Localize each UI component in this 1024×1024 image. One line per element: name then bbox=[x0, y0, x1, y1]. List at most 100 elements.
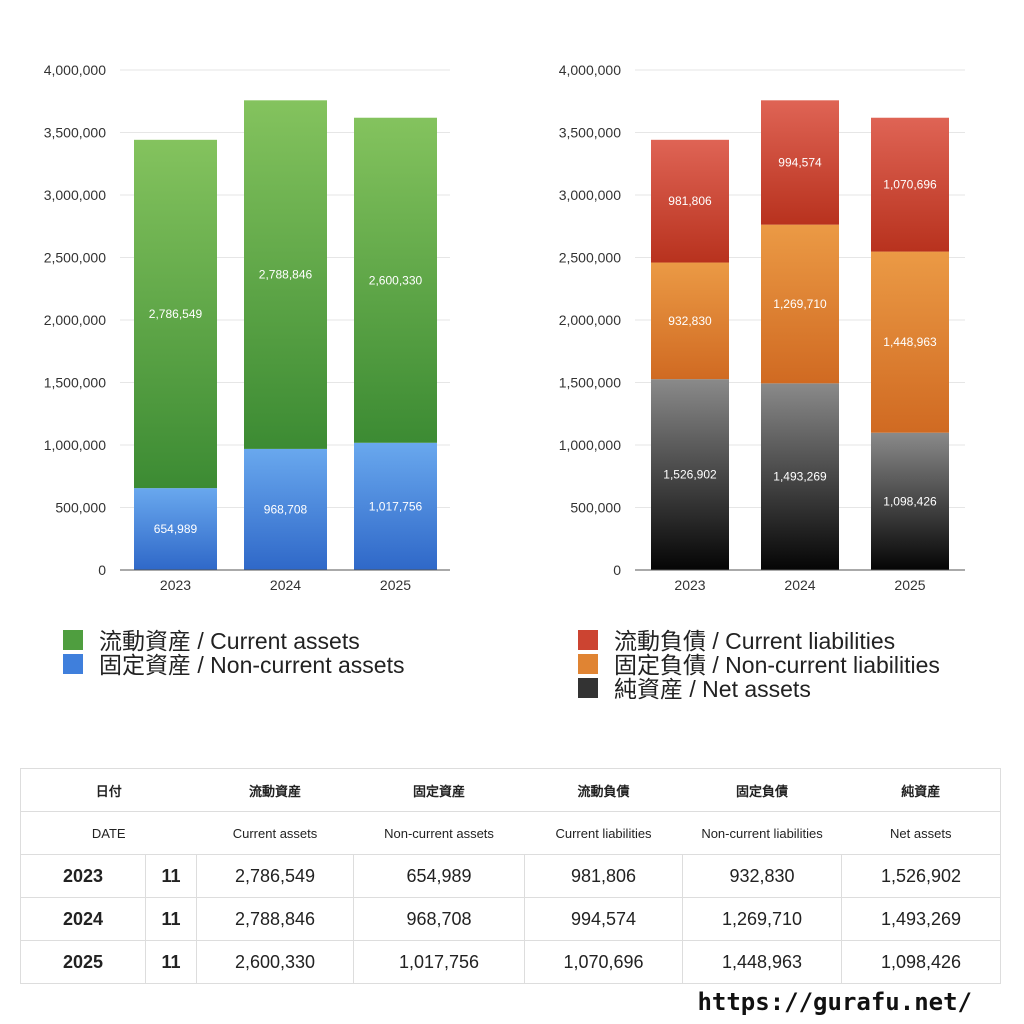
y-tick-label: 2,000,000 bbox=[559, 312, 621, 328]
bar-segment bbox=[871, 251, 949, 433]
x-tick-label: 2024 bbox=[270, 577, 301, 593]
y-tick-label: 2,500,000 bbox=[559, 250, 621, 266]
legend-label: 固定負債 / Non-current liabilities bbox=[614, 652, 940, 678]
row-month: 11 bbox=[144, 940, 198, 984]
header-current-liabilities-en: Current liabilities bbox=[524, 811, 683, 855]
legend-swatch bbox=[578, 678, 598, 698]
bar-value-label: 981,806 bbox=[668, 194, 712, 208]
header-net-assets-en: Net assets bbox=[841, 811, 1002, 855]
bar-value-label: 1,526,902 bbox=[663, 468, 717, 482]
header-date-jp: 日付 bbox=[19, 768, 197, 812]
y-tick-label: 4,000,000 bbox=[559, 62, 621, 78]
cell-current-assets: 2,786,549 bbox=[196, 854, 355, 898]
bar-value-label: 932,830 bbox=[668, 314, 712, 328]
bar-segment bbox=[354, 117, 437, 443]
y-tick-label: 3,000,000 bbox=[44, 187, 106, 203]
bar-value-label: 2,600,330 bbox=[369, 273, 423, 287]
header-noncurrent-liabilities-jp: 固定負債 bbox=[682, 768, 842, 812]
bar-value-label: 1,017,756 bbox=[369, 499, 423, 513]
cell-noncurrent-assets: 1,017,756 bbox=[353, 940, 526, 984]
row-year: 2023 bbox=[20, 854, 146, 898]
x-tick-label: 2025 bbox=[380, 577, 411, 593]
y-tick-label: 3,500,000 bbox=[559, 125, 621, 141]
y-tick-label: 4,000,000 bbox=[44, 62, 106, 78]
y-tick-label: 1,000,000 bbox=[44, 437, 106, 453]
cell-net-assets: 1,526,902 bbox=[841, 854, 1002, 898]
x-tick-label: 2025 bbox=[894, 577, 925, 593]
bar-segment bbox=[761, 100, 839, 225]
table-header-jp: 日付 流動資産 固定資産 流動負債 固定負債 純資産 bbox=[19, 768, 1002, 812]
bar-segment bbox=[134, 488, 217, 570]
bar-segment bbox=[244, 448, 327, 570]
bar-value-label: 2,788,846 bbox=[259, 268, 313, 282]
charts-area: 0 500,000 1,000,000 1,500,000 2,000,000 2,500… bbox=[44, 62, 965, 702]
bar-value-label: 994,574 bbox=[778, 155, 822, 169]
bar-segment bbox=[354, 442, 437, 570]
x-tick-label: 2023 bbox=[674, 577, 705, 593]
bar-value-label: 968,708 bbox=[264, 502, 308, 516]
y-tick-label: 1,500,000 bbox=[44, 375, 106, 391]
table-row: 2025 11 2,600,330 1,017,756 1,070,696 1,… bbox=[20, 940, 1002, 984]
cell-current-liabilities: 981,806 bbox=[524, 854, 684, 898]
header-noncurrent-liabilities-en: Non-current liabilities bbox=[682, 811, 842, 855]
cell-current-liabilities: 1,070,696 bbox=[524, 940, 684, 984]
y-tick-label: 500,000 bbox=[55, 500, 106, 516]
legend-label: 固定資産 / Non-current assets bbox=[99, 652, 404, 678]
y-tick-label: 1,500,000 bbox=[559, 375, 621, 391]
y-tick-label: 2,000,000 bbox=[44, 312, 106, 328]
header-current-assets-jp: 流動資産 bbox=[196, 768, 354, 812]
row-month: 11 bbox=[144, 854, 198, 898]
bar-segment bbox=[871, 117, 949, 252]
legend-label: 流動負債 / Current liabilities bbox=[614, 628, 895, 654]
cell-current-liabilities: 994,574 bbox=[524, 897, 684, 941]
bar-segment bbox=[651, 139, 729, 263]
bar-value-label: 1,070,696 bbox=[883, 178, 937, 192]
chart-2: 0 500,000 1,000,000 1,500,000 2,000,000 2,500… bbox=[559, 62, 965, 702]
header-noncurrent-assets-jp: 固定資産 bbox=[353, 768, 525, 812]
y-tick-label: 2,500,000 bbox=[44, 250, 106, 266]
header-current-liabilities-jp: 流動負債 bbox=[524, 768, 683, 812]
row-year: 2024 bbox=[20, 897, 146, 941]
y-tick-label: 0 bbox=[98, 562, 106, 578]
bar-segment bbox=[651, 379, 729, 570]
legend-swatch bbox=[578, 630, 598, 650]
table-row: 2024 11 2,788,846 968,708 994,574 1,269,… bbox=[20, 897, 1002, 941]
bar-segment bbox=[871, 432, 949, 570]
cell-noncurrent-assets: 968,708 bbox=[353, 897, 526, 941]
y-tick-label: 0 bbox=[613, 562, 621, 578]
bar-segment bbox=[134, 139, 217, 489]
site-url-link[interactable]: https://gurafu.net/ bbox=[697, 988, 972, 1016]
bar-value-label: 1,493,269 bbox=[773, 470, 827, 484]
bar-segment bbox=[761, 224, 839, 384]
legend-label: 流動資産 / Current assets bbox=[99, 628, 360, 654]
data-table: 日付 流動資産 固定資産 流動負債 固定負債 純資産 DATE Current … bbox=[19, 768, 1002, 984]
y-tick-label: 1,000,000 bbox=[559, 437, 621, 453]
legend-label: 純資産 / Net assets bbox=[614, 676, 811, 702]
table-row: 2023 11 2,786,549 654,989 981,806 932,83… bbox=[20, 854, 1002, 898]
row-year: 2025 bbox=[20, 940, 146, 984]
chart-1: 0 500,000 1,000,000 1,500,000 2,000,000 2,500… bbox=[44, 62, 450, 678]
cell-net-assets: 1,493,269 bbox=[841, 897, 1002, 941]
cell-noncurrent-liabilities: 1,269,710 bbox=[682, 897, 843, 941]
header-net-assets-jp: 純資産 bbox=[841, 768, 1002, 812]
row-month: 11 bbox=[144, 897, 198, 941]
cell-current-assets: 2,600,330 bbox=[196, 940, 355, 984]
bar-value-label: 2,786,549 bbox=[149, 307, 203, 321]
cell-noncurrent-assets: 654,989 bbox=[353, 854, 526, 898]
header-noncurrent-assets-en: Non-current assets bbox=[353, 811, 525, 855]
x-tick-label: 2023 bbox=[160, 577, 191, 593]
header-date-en: DATE bbox=[19, 811, 197, 855]
table-header-en: DATE Current assets Non-current assets C… bbox=[19, 811, 1002, 855]
bar-value-label: 654,989 bbox=[154, 522, 198, 536]
cell-current-assets: 2,788,846 bbox=[196, 897, 355, 941]
y-tick-label: 500,000 bbox=[570, 500, 621, 516]
bar-segment bbox=[761, 383, 839, 570]
x-tick-label: 2024 bbox=[784, 577, 815, 593]
y-tick-label: 3,500,000 bbox=[44, 125, 106, 141]
bar-value-label: 1,448,963 bbox=[883, 335, 937, 349]
cell-net-assets: 1,098,426 bbox=[841, 940, 1002, 984]
legend-swatch bbox=[63, 630, 83, 650]
y-tick-label: 3,000,000 bbox=[559, 187, 621, 203]
bar-value-label: 1,098,426 bbox=[883, 494, 937, 508]
header-current-assets-en: Current assets bbox=[196, 811, 354, 855]
